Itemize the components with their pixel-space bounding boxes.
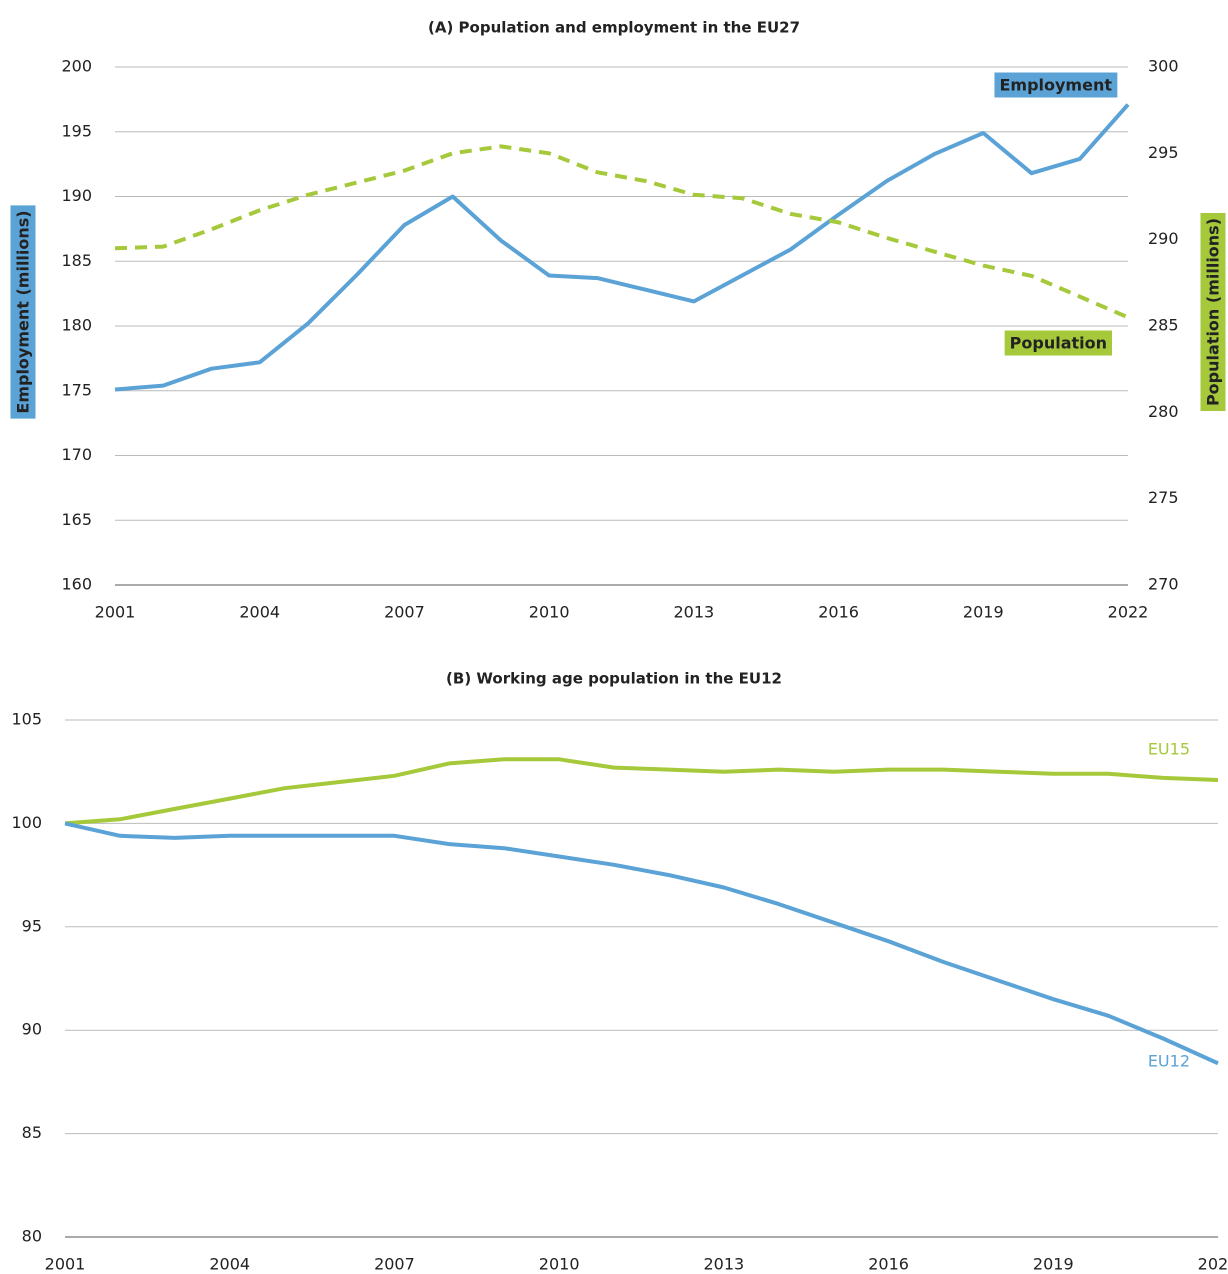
series-line [114, 144, 1129, 320]
x-tick-label: 2001 [95, 603, 136, 622]
x-tick-label: 2004 [209, 1255, 250, 1274]
x-tick-label: 2007 [374, 1255, 415, 1274]
series-label: Employment [999, 76, 1112, 95]
y-tick-label: 90 [22, 1020, 42, 1039]
y2-tick-label: 290 [1148, 229, 1179, 248]
y2-tick-label: 285 [1148, 316, 1179, 335]
x-tick-label: 2016 [868, 1255, 909, 1274]
y-tick-label: 185 [61, 251, 92, 270]
y-tick-label: 85 [22, 1123, 42, 1142]
chart-title: (A) Population and employment in the EU2… [428, 19, 800, 37]
series-line [64, 821, 1219, 1066]
y2-tick-label: 295 [1148, 143, 1179, 162]
series-line [114, 103, 1130, 392]
x-tick-label: 2019 [1033, 1255, 1074, 1274]
x-tick-label: 2022 [1108, 603, 1149, 622]
y2-tick-label: 270 [1148, 575, 1179, 594]
x-tick-label: 2001 [45, 1255, 86, 1274]
x-tick-label: 2022 [1198, 1255, 1228, 1274]
y-tick-label: 180 [61, 316, 92, 335]
y-tick-label: 170 [61, 445, 92, 464]
x-tick-label: 2013 [703, 1255, 744, 1274]
y-axis-title: Employment (millions) [14, 210, 33, 413]
series-line [64, 757, 1219, 826]
x-tick-label: 2010 [539, 1255, 580, 1274]
y-tick-label: 195 [61, 121, 92, 140]
x-tick-label: 2004 [239, 603, 280, 622]
x-tick-label: 2016 [818, 603, 859, 622]
label-box [1200, 212, 1226, 412]
x-tick-label: 2013 [673, 603, 714, 622]
y-tick-label: 105 [11, 710, 42, 729]
y-tick-label: 175 [61, 380, 92, 399]
y-tick-label: 160 [61, 575, 92, 594]
series-label: Population [1010, 334, 1107, 353]
y2-tick-label: 280 [1148, 402, 1179, 421]
y2-tick-label: 300 [1148, 57, 1179, 76]
label-box [1004, 330, 1112, 356]
label-box [10, 205, 36, 419]
y-tick-label: 165 [61, 510, 92, 529]
series-label: EU15 [1148, 740, 1190, 759]
y2-axis-title: Population (millions) [1204, 218, 1223, 406]
label-box [994, 72, 1118, 98]
y-tick-label: 95 [22, 916, 42, 935]
y-tick-label: 80 [22, 1227, 42, 1246]
x-tick-label: 2019 [963, 603, 1004, 622]
x-tick-label: 2007 [384, 603, 425, 622]
chart-title: (B) Working age population in the EU12 [446, 670, 782, 688]
y2-tick-label: 275 [1148, 488, 1179, 507]
series-label: EU12 [1148, 1052, 1190, 1071]
y-tick-label: 200 [61, 57, 92, 76]
y-tick-label: 100 [11, 813, 42, 832]
y-tick-label: 190 [61, 186, 92, 205]
x-tick-label: 2010 [529, 603, 570, 622]
